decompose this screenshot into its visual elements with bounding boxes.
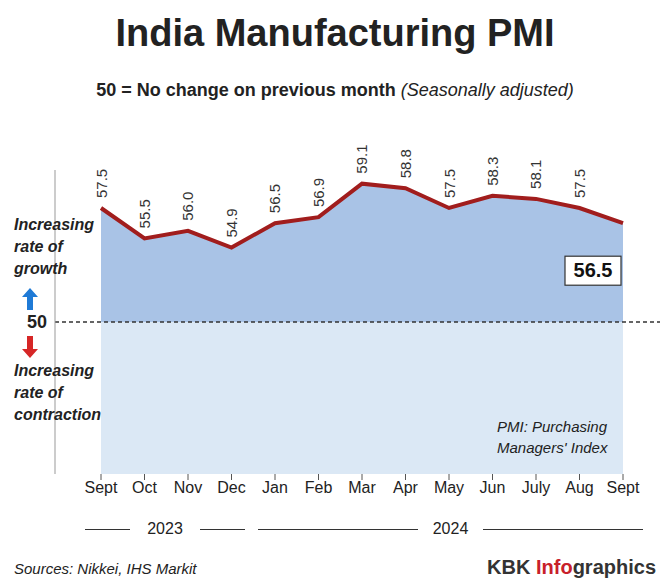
html-text:Sources: Nikkei, IHS Markit: Sources: Nikkei, IHS Markit (14, 560, 197, 577)
svg-text:55.5: 55.5 (136, 199, 153, 228)
svg-text:56.5: 56.5 (574, 259, 613, 281)
svg-text:Jun: Jun (480, 479, 506, 496)
svg-text:57.5: 57.5 (571, 169, 588, 198)
svg-text:Dec: Dec (217, 479, 245, 496)
svg-text:Aug: Aug (565, 479, 593, 496)
html-text:2024: 2024 (432, 520, 469, 537)
svg-text:July: July (522, 479, 550, 496)
svg-text:Oct: Oct (132, 479, 157, 496)
html-text:2023: 2023 (147, 520, 183, 537)
svg-text:57.5: 57.5 (93, 169, 110, 198)
svg-text:Mar: Mar (348, 479, 376, 496)
svg-text:56.0: 56.0 (180, 192, 197, 221)
html-text:India Manufacturing PMI: India Manufacturing PMI (115, 12, 555, 54)
html-text:50 = No change on previous mon: 50 = No change on previous month (Season… (96, 80, 574, 100)
svg-text:58.3: 58.3 (484, 157, 501, 186)
svg-text:56.9: 56.9 (310, 178, 327, 207)
svg-text:57.5: 57.5 (441, 169, 458, 198)
svg-text:Sept: Sept (85, 479, 118, 496)
html-text:KBK Info graphics: KBK Info graphics (487, 556, 656, 578)
svg-text:50: 50 (27, 312, 47, 332)
svg-text:Nov: Nov (174, 479, 202, 496)
html-text:Increasing rate of contraction: Increasing rate of contraction (14, 362, 102, 423)
html-text:PMI: Purchasing Managers' Inde: PMI: Purchasing Managers' Index (497, 418, 608, 456)
html-text:Increasing rate of growth: Increasing rate of growth (14, 216, 94, 277)
svg-text:Apr: Apr (393, 479, 419, 496)
svg-text:59.1: 59.1 (354, 144, 371, 173)
svg-text:54.9: 54.9 (223, 208, 240, 237)
svg-text:58.1: 58.1 (528, 160, 545, 189)
svg-text:Jan: Jan (262, 479, 288, 496)
svg-text:Feb: Feb (305, 479, 333, 496)
svg-text:58.8: 58.8 (397, 149, 414, 178)
svg-text:56.5: 56.5 (267, 184, 284, 213)
svg-text:Sept: Sept (607, 479, 640, 496)
svg-text:May: May (434, 479, 464, 496)
